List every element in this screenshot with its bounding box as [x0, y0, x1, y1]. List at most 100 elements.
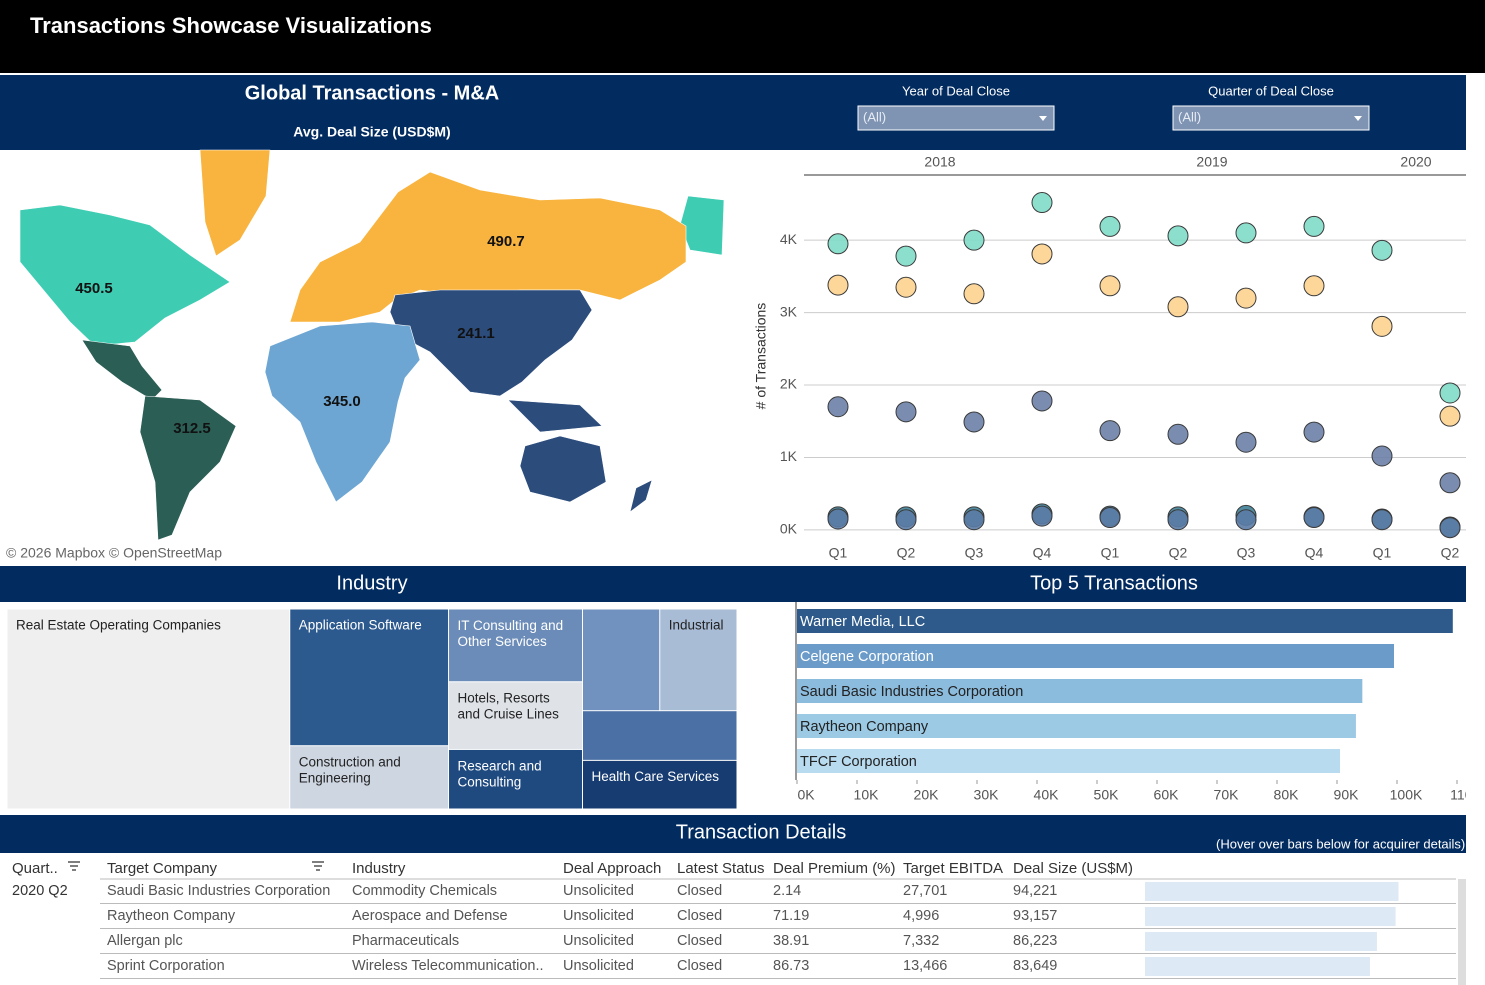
treemap-label: Industrial: [669, 618, 724, 633]
data-point[interactable]: [963, 509, 985, 531]
data-point[interactable]: [1235, 287, 1257, 309]
deal-size-bar[interactable]: [1145, 907, 1396, 926]
data-point[interactable]: [1439, 472, 1461, 494]
sort-icon[interactable]: [68, 861, 324, 871]
filter-dropdown[interactable]: (All): [1172, 105, 1370, 131]
table-cell: Unsolicited: [563, 908, 634, 924]
treemap-cell[interactable]: [449, 682, 582, 749]
deal-size-bar[interactable]: [1145, 957, 1371, 976]
data-point[interactable]: [1099, 507, 1121, 529]
map-region[interactable]: [389, 289, 593, 397]
data-point[interactable]: [1167, 225, 1189, 247]
dropdown-value[interactable]: (All): [1178, 109, 1201, 124]
data-point[interactable]: [1235, 509, 1257, 531]
bar[interactable]: [797, 749, 1340, 773]
dropdown-value[interactable]: (All): [863, 109, 886, 124]
table-cell: Closed: [677, 958, 722, 974]
treemap-cell[interactable]: [7, 609, 290, 809]
map-region[interactable]: [679, 195, 725, 256]
map-region[interactable]: [199, 149, 271, 257]
data-point[interactable]: [827, 396, 849, 418]
data-point[interactable]: [827, 508, 849, 530]
treemap-cell[interactable]: [290, 746, 449, 809]
scrollbar[interactable]: [1458, 879, 1466, 985]
column-header: Industry: [352, 860, 406, 877]
data-point[interactable]: [1167, 423, 1189, 445]
deal-size-bar[interactable]: [1145, 882, 1399, 901]
data-point[interactable]: [1439, 382, 1461, 404]
y-tick-label: 2K: [780, 376, 798, 392]
data-point[interactable]: [1303, 275, 1325, 297]
data-point[interactable]: [895, 276, 917, 298]
filter-label: Year of Deal Close: [902, 83, 1010, 98]
data-point[interactable]: [895, 245, 917, 267]
data-point[interactable]: [1439, 517, 1461, 539]
treemap-cell[interactable]: [449, 749, 582, 809]
data-point[interactable]: [1371, 509, 1393, 531]
x-tick-label: 40K: [1034, 787, 1060, 803]
dropdown-box[interactable]: [857, 105, 1055, 131]
table-cell: 86,223: [1013, 933, 1057, 949]
data-point[interactable]: [963, 411, 985, 433]
section-band: [0, 566, 1466, 602]
data-point[interactable]: [895, 401, 917, 423]
data-point[interactable]: [1167, 509, 1189, 531]
bar[interactable]: [797, 644, 1394, 668]
table-cell: 2.14: [773, 883, 801, 899]
data-point[interactable]: [1371, 315, 1393, 337]
dropdown-arrow[interactable]: [1354, 116, 1362, 121]
data-point[interactable]: [1099, 275, 1121, 297]
data-point[interactable]: [827, 274, 849, 296]
map-region[interactable]: [19, 204, 231, 347]
map-region[interactable]: [264, 321, 421, 503]
data-point[interactable]: [1439, 405, 1461, 427]
filter-dropdown[interactable]: (All): [857, 105, 1055, 131]
table-cell: Pharmaceuticals: [352, 933, 459, 949]
data-point[interactable]: [1235, 222, 1257, 244]
data-point[interactable]: [1031, 243, 1053, 265]
map-region[interactable]: [81, 339, 163, 401]
treemap-cell[interactable]: [660, 609, 737, 711]
dropdown-arrow[interactable]: [1039, 116, 1047, 121]
treemap-cell[interactable]: [290, 609, 449, 746]
x-tick-label: Q1: [1373, 545, 1392, 561]
table-cell: Wireless Telecommunication..: [352, 958, 544, 974]
deal-size-bar[interactable]: [1145, 932, 1377, 951]
data-point[interactable]: [1099, 215, 1121, 237]
data-point[interactable]: [1167, 296, 1189, 318]
data-point[interactable]: [1031, 505, 1053, 527]
table-cell: Closed: [677, 883, 722, 899]
map-region[interactable]: [139, 395, 237, 541]
treemap-cell[interactable]: [582, 711, 737, 760]
data-point[interactable]: [895, 509, 917, 531]
bar[interactable]: [797, 609, 1453, 633]
data-point[interactable]: [1031, 390, 1053, 412]
data-point[interactable]: [1099, 420, 1121, 442]
map-attribution: © 2026 Mapbox © OpenStreetMap: [6, 545, 222, 561]
bar[interactable]: [797, 679, 1363, 703]
map-region[interactable]: [519, 435, 607, 503]
data-point[interactable]: [1235, 431, 1257, 453]
data-point[interactable]: [1303, 215, 1325, 237]
treemap-cell[interactable]: [449, 609, 582, 682]
data-point[interactable]: [1303, 507, 1325, 529]
map-region[interactable]: [507, 399, 603, 433]
data-point[interactable]: [1371, 445, 1393, 467]
x-tick-label: 100K: [1390, 787, 1423, 803]
data-point[interactable]: [963, 229, 985, 251]
data-point[interactable]: [827, 233, 849, 255]
y-tick-label: 3K: [780, 303, 798, 319]
data-point[interactable]: [1371, 239, 1393, 261]
treemap-cell[interactable]: [582, 609, 660, 711]
x-tick-label: Q2: [1441, 545, 1460, 561]
x-tick-label: Q4: [1305, 545, 1324, 561]
map-region[interactable]: [629, 479, 653, 513]
table-cell: 38.91: [773, 933, 809, 949]
data-point[interactable]: [963, 283, 985, 305]
bar[interactable]: [797, 714, 1356, 738]
treemap-cell[interactable]: [582, 760, 737, 809]
data-point[interactable]: [1303, 421, 1325, 443]
data-point[interactable]: [1031, 192, 1053, 214]
dropdown-box[interactable]: [1172, 105, 1370, 131]
